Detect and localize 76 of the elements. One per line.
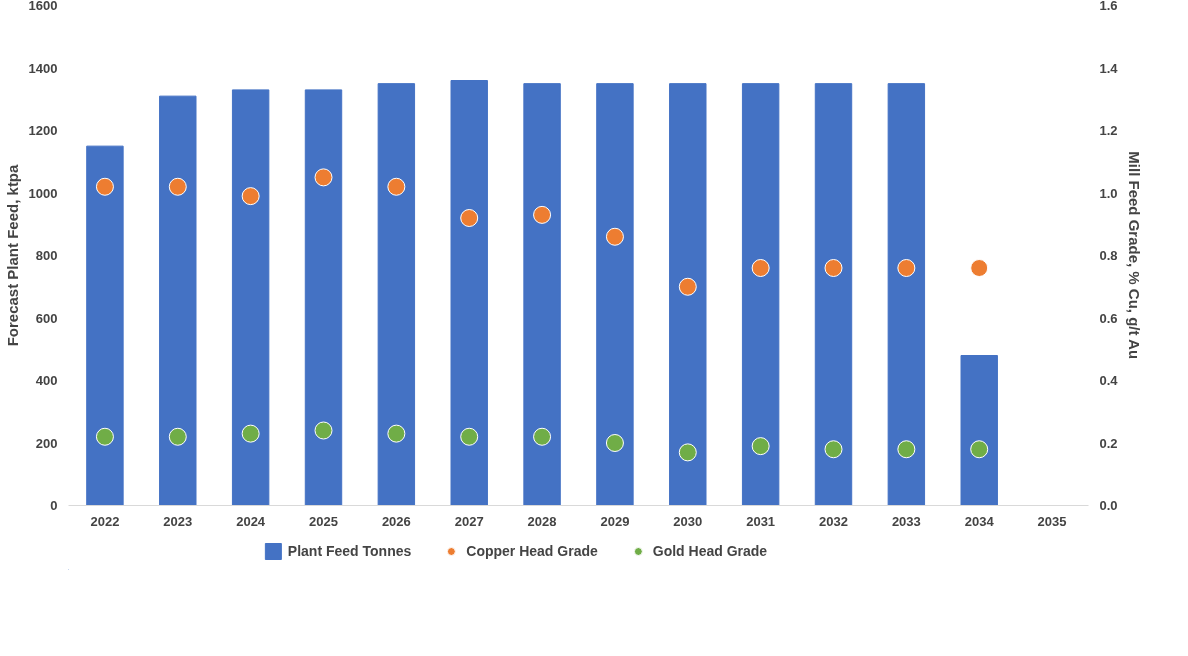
point — [605, 227, 624, 246]
y-tick-label: 600 — [35, 310, 58, 326]
point — [314, 421, 333, 440]
legend-label: Copper Head Grade — [466, 543, 598, 559]
bar — [450, 80, 488, 506]
x-tick-label: 2025 — [309, 513, 338, 529]
point — [314, 168, 333, 187]
x-tick-label: 2033 — [891, 513, 921, 529]
point — [460, 209, 479, 227]
y-tick-label: 1000 — [28, 185, 58, 201]
point — [751, 437, 770, 456]
y2-tick-label: 1.4 — [1099, 60, 1119, 76]
point — [897, 440, 916, 459]
point — [533, 205, 552, 224]
bar — [86, 145, 124, 506]
point — [605, 434, 624, 452]
point — [95, 177, 114, 196]
point — [168, 427, 187, 446]
bar — [741, 83, 780, 506]
x-tick-label: 2028 — [527, 513, 557, 529]
legend-label: Plant Feed Tonnes — [287, 543, 412, 559]
y2-tick-label: 1.2 — [1099, 123, 1118, 138]
point — [824, 440, 843, 459]
x-tick-label: 2023 — [163, 513, 193, 529]
bar — [231, 89, 270, 506]
y-axis-title: Forecast Plant Feed, ktpa — [3, 163, 21, 347]
point — [678, 277, 697, 296]
x-tick-label: 2030 — [673, 513, 703, 529]
point — [241, 187, 260, 206]
x-tick-label: 2034 — [964, 513, 995, 529]
y-tick-label: 800 — [35, 248, 58, 263]
point — [533, 427, 552, 446]
y-tick-label: 0 — [50, 498, 58, 513]
bar — [523, 83, 561, 506]
y-tick-label: 1600 — [28, 0, 58, 13]
y2-tick-label: 1.6 — [1099, 0, 1118, 13]
x-tick-label: 2022 — [90, 513, 120, 529]
point — [387, 177, 406, 196]
bar — [596, 83, 634, 506]
y-tick-label: 1200 — [28, 123, 58, 138]
bar — [887, 83, 926, 506]
bar — [304, 89, 343, 506]
bar — [669, 83, 707, 506]
x-tick-label: 2024 — [236, 513, 266, 529]
point — [241, 424, 260, 443]
y2-tick-label: 0.2 — [1099, 435, 1118, 451]
bar — [960, 355, 998, 506]
point — [970, 259, 989, 277]
point — [168, 177, 187, 196]
bar — [814, 83, 853, 506]
x-tick-label: 2029 — [600, 513, 630, 529]
y2-tick-label: 0.8 — [1099, 248, 1118, 263]
x-tick-label: 2027 — [454, 513, 484, 529]
y2-tick-label: 0.0 — [1099, 498, 1118, 513]
point — [970, 440, 989, 459]
point — [678, 443, 697, 462]
point — [387, 424, 406, 443]
bar — [377, 83, 416, 506]
point — [897, 259, 916, 277]
point — [824, 259, 843, 277]
y-tick-label: 200 — [35, 435, 58, 451]
y2-axis-title: Mill Feed Grade, % Cu, g/t Au — [1125, 151, 1143, 360]
y2-tick-label: 1.0 — [1099, 185, 1118, 201]
y2-tick-label: 0.4 — [1099, 373, 1119, 388]
x-tick-label: 2035 — [1037, 513, 1067, 529]
y-tick-label: 400 — [35, 373, 58, 388]
y-tick-label: 1400 — [28, 60, 58, 76]
x-tick-label: 2026 — [381, 513, 411, 529]
x-tick-label: 2032 — [819, 513, 848, 529]
y2-tick-label: 0.6 — [1099, 310, 1118, 326]
point — [751, 259, 770, 277]
point — [460, 427, 479, 446]
bar — [159, 95, 197, 506]
point — [95, 427, 114, 446]
x-tick-label: 2031 — [746, 513, 776, 529]
legend-label: Gold Head Grade — [652, 543, 768, 559]
